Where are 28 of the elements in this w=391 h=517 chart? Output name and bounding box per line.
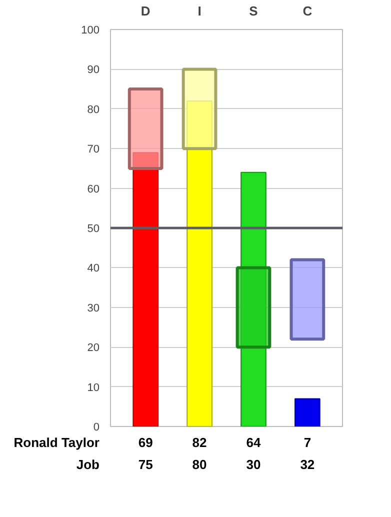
- data-label: 7: [304, 435, 312, 450]
- y-tick-label: 20: [87, 342, 100, 354]
- text: 75: [138, 457, 153, 472]
- data-label: 82: [192, 435, 207, 450]
- y-tick-label: 10: [87, 382, 100, 394]
- y-tick-label: 80: [87, 104, 100, 116]
- bar: [182, 68, 218, 150]
- x-tick-label: D: [140, 4, 150, 18]
- bar: [128, 88, 164, 170]
- y-tick-label: 90: [87, 64, 100, 76]
- text: 32: [300, 457, 315, 472]
- text: 80: [192, 457, 207, 472]
- text: Job: [76, 457, 100, 472]
- y-tick-label: 40: [87, 262, 100, 275]
- text: Ronald Taylor: [14, 435, 100, 450]
- text: 30: [246, 457, 261, 472]
- x-tick-label: C: [302, 4, 313, 18]
- data-label: 69: [138, 435, 153, 450]
- y-tick-label: 50: [87, 223, 100, 235]
- y-tick-label: 70: [87, 144, 100, 156]
- y-tick-label: 30: [87, 302, 100, 314]
- y-tick-label: 0: [93, 422, 100, 434]
- y-tick-label: 60: [87, 183, 100, 196]
- x-tick-label: I: [198, 4, 202, 18]
- data-label: 64: [246, 435, 262, 450]
- y-tick-label: 100: [81, 24, 100, 36]
- bar: [290, 258, 326, 341]
- x-tick-label: S: [249, 4, 258, 18]
